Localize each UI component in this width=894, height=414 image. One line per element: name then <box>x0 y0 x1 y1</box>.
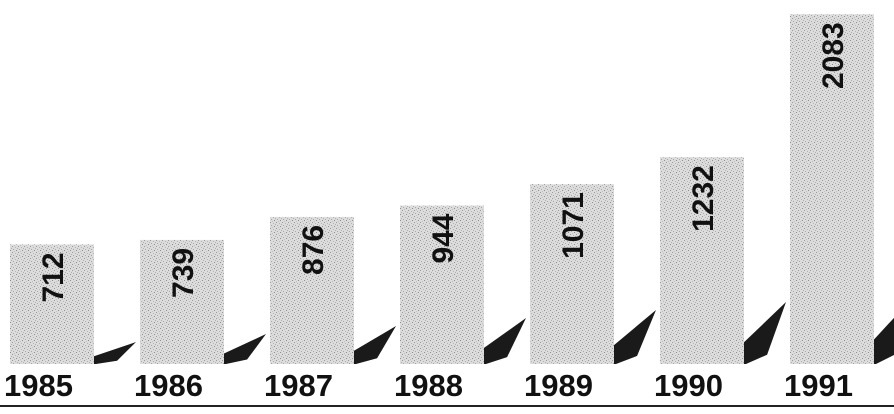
x-tick-label-1987: 1987 <box>264 368 333 403</box>
x-tick-label-1988: 1988 <box>394 368 463 403</box>
x-tick-label-1985: 1985 <box>4 368 73 403</box>
x-tick-label-1986: 1986 <box>134 368 203 403</box>
bar-1985 <box>10 244 94 364</box>
bar-1987 <box>270 216 354 364</box>
bar-1986 <box>140 239 224 364</box>
value-label-1987: 876 <box>297 225 330 275</box>
value-label-1990: 1232 <box>687 165 720 232</box>
x-tick-label-1990: 1990 <box>654 368 723 403</box>
value-label-1985: 712 <box>37 252 70 302</box>
bar-1989 <box>530 184 614 364</box>
bar-wedge-1991 <box>874 317 894 364</box>
bar-wedge-1989 <box>614 310 656 364</box>
bar-wedge-1986 <box>224 334 266 364</box>
bar-wedge-1985 <box>94 342 136 364</box>
bar-1991 <box>790 14 874 365</box>
value-label-1988: 944 <box>427 213 460 263</box>
bar-wedge-1990 <box>744 302 786 364</box>
value-label-1986: 739 <box>167 248 200 298</box>
value-label-1989: 1071 <box>557 192 590 259</box>
bar-wedge-1988 <box>484 318 526 364</box>
bar-1990 <box>660 157 744 364</box>
bar-wedge-1987 <box>354 326 396 364</box>
x-tick-label-1991: 1991 <box>784 368 853 403</box>
bar-1988 <box>400 205 484 364</box>
x-tick-label-1989: 1989 <box>524 368 593 403</box>
value-label-1991: 2083 <box>817 22 850 89</box>
